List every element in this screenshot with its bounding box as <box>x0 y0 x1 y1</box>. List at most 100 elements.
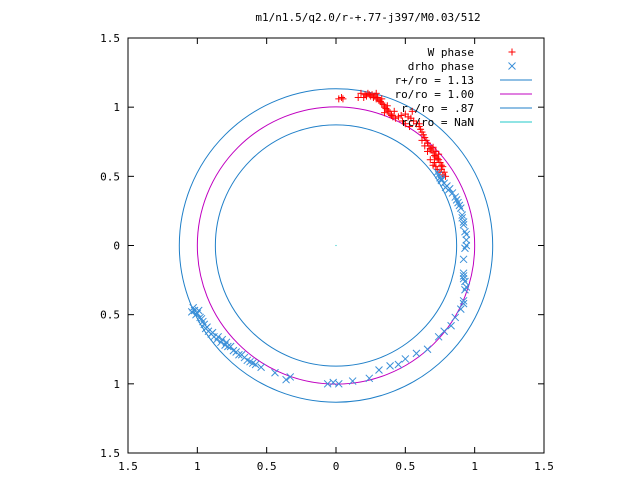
drho-phase-point <box>197 314 206 323</box>
w-phase-point <box>426 156 434 164</box>
drho-phase-point <box>448 189 457 197</box>
x-tick-label: 1 <box>194 460 201 473</box>
marker-stroke <box>348 377 357 385</box>
x-tick-label: 1 <box>471 460 478 473</box>
drho-phase-point <box>437 175 446 183</box>
drho-phase-point <box>232 348 241 356</box>
w-phase-point <box>433 154 441 162</box>
w-phase-point <box>429 143 437 151</box>
w-phase-point <box>442 172 450 180</box>
marker-stroke <box>462 241 471 250</box>
marker-stroke <box>459 220 468 229</box>
legend-label: W phase <box>428 46 474 59</box>
axis-ticks: 1.5 1 0.5 0 0.5 1 1.51.510.500.511.5 <box>100 32 554 473</box>
legend-marker <box>508 62 516 70</box>
marker-stroke <box>454 198 462 207</box>
marker-stroke <box>459 299 468 308</box>
drho-phase-point <box>459 296 468 305</box>
marker-stroke <box>257 363 265 372</box>
drho-phase-point <box>455 201 464 210</box>
y-tick-label: 0.5 <box>100 170 120 183</box>
drho-phase-point <box>452 195 461 204</box>
marker-stroke <box>462 236 471 244</box>
drho-phase-point <box>462 241 471 250</box>
w-phase-point <box>357 89 365 97</box>
marker-stroke <box>194 306 203 315</box>
x-tick-label: 0.5 <box>257 460 277 473</box>
w-phase-point <box>424 147 432 155</box>
marker-stroke <box>458 211 467 219</box>
drho-phase-point <box>458 213 467 222</box>
drho-phase-point <box>462 230 471 239</box>
marker-stroke <box>401 355 410 363</box>
drho-phase-point <box>444 186 453 195</box>
drho-phase-point <box>461 277 469 286</box>
marker-stroke <box>192 310 200 319</box>
w-phase-point <box>408 107 416 115</box>
marker-stroke <box>282 375 290 384</box>
marker-stroke <box>462 230 471 239</box>
center-point <box>335 244 337 247</box>
marker-stroke <box>451 313 460 322</box>
drho-phase-point <box>323 379 332 388</box>
marker-stroke <box>459 269 468 278</box>
marker-stroke <box>444 186 453 195</box>
marker-stroke <box>208 328 217 337</box>
marker-stroke <box>452 195 461 204</box>
marker-stroke <box>243 356 252 365</box>
chart-title: m1/n1.5/q2.0/r-+.77-j397/M0.03/512 <box>255 11 480 24</box>
marker-stroke <box>459 255 468 264</box>
w-phase-point <box>401 120 409 128</box>
marker-stroke <box>434 332 443 341</box>
drho-phase-point <box>447 321 455 330</box>
y-tick-label: 0.5 <box>100 309 120 322</box>
drho-phase-point <box>412 349 421 358</box>
y-tick-label: 1 <box>113 101 120 114</box>
y-tick-label: 0 <box>113 240 120 253</box>
marker-stroke <box>248 359 257 367</box>
w-phase-point <box>418 136 426 144</box>
marker-stroke <box>365 374 374 383</box>
drho-phase-point <box>394 360 403 369</box>
w-phase-point <box>421 142 429 150</box>
marker-stroke <box>203 323 211 331</box>
marker-stroke <box>412 349 421 358</box>
marker-stroke <box>458 213 467 222</box>
marker-stroke <box>461 227 469 236</box>
reference-circle <box>196 106 476 385</box>
drho-phase-point <box>187 308 196 316</box>
marker-stroke <box>459 296 468 305</box>
marker-stroke <box>218 335 227 344</box>
drho-phase-point <box>462 283 471 291</box>
drho-phase-point <box>189 303 198 312</box>
marker-stroke <box>456 204 465 213</box>
legend-label: rc/ro = NaN <box>401 116 474 129</box>
marker-stroke <box>237 350 246 359</box>
marker-stroke <box>199 317 207 326</box>
drho-phase-point <box>375 366 383 374</box>
w-phase-point <box>387 111 395 119</box>
x-tick-label: 0 <box>333 460 340 473</box>
drho-phase-point <box>459 269 468 278</box>
w-phase-point <box>378 95 386 103</box>
drho-phase-point <box>386 361 394 370</box>
marker-stroke <box>226 342 235 351</box>
marker-stroke <box>189 303 198 312</box>
drho-phase-point <box>459 272 468 280</box>
marker-stroke <box>508 62 516 70</box>
drho-phase-point <box>401 355 410 363</box>
reference-circle <box>178 88 494 403</box>
x-tick-label: 1.5 <box>534 460 554 473</box>
marker-stroke <box>222 338 231 347</box>
legend-label: r+/ro = 1.13 <box>395 74 474 87</box>
x-tick-label: 0.5 <box>395 460 415 473</box>
drho-phase-point <box>459 218 468 226</box>
w-phase-point <box>415 120 423 128</box>
drho-phase-point <box>271 368 279 377</box>
w-phase-point <box>397 111 405 119</box>
drho-phase-point <box>461 227 469 236</box>
marker-stroke <box>448 189 457 197</box>
reference-circles <box>178 88 494 403</box>
drho-phase-point <box>229 346 238 355</box>
